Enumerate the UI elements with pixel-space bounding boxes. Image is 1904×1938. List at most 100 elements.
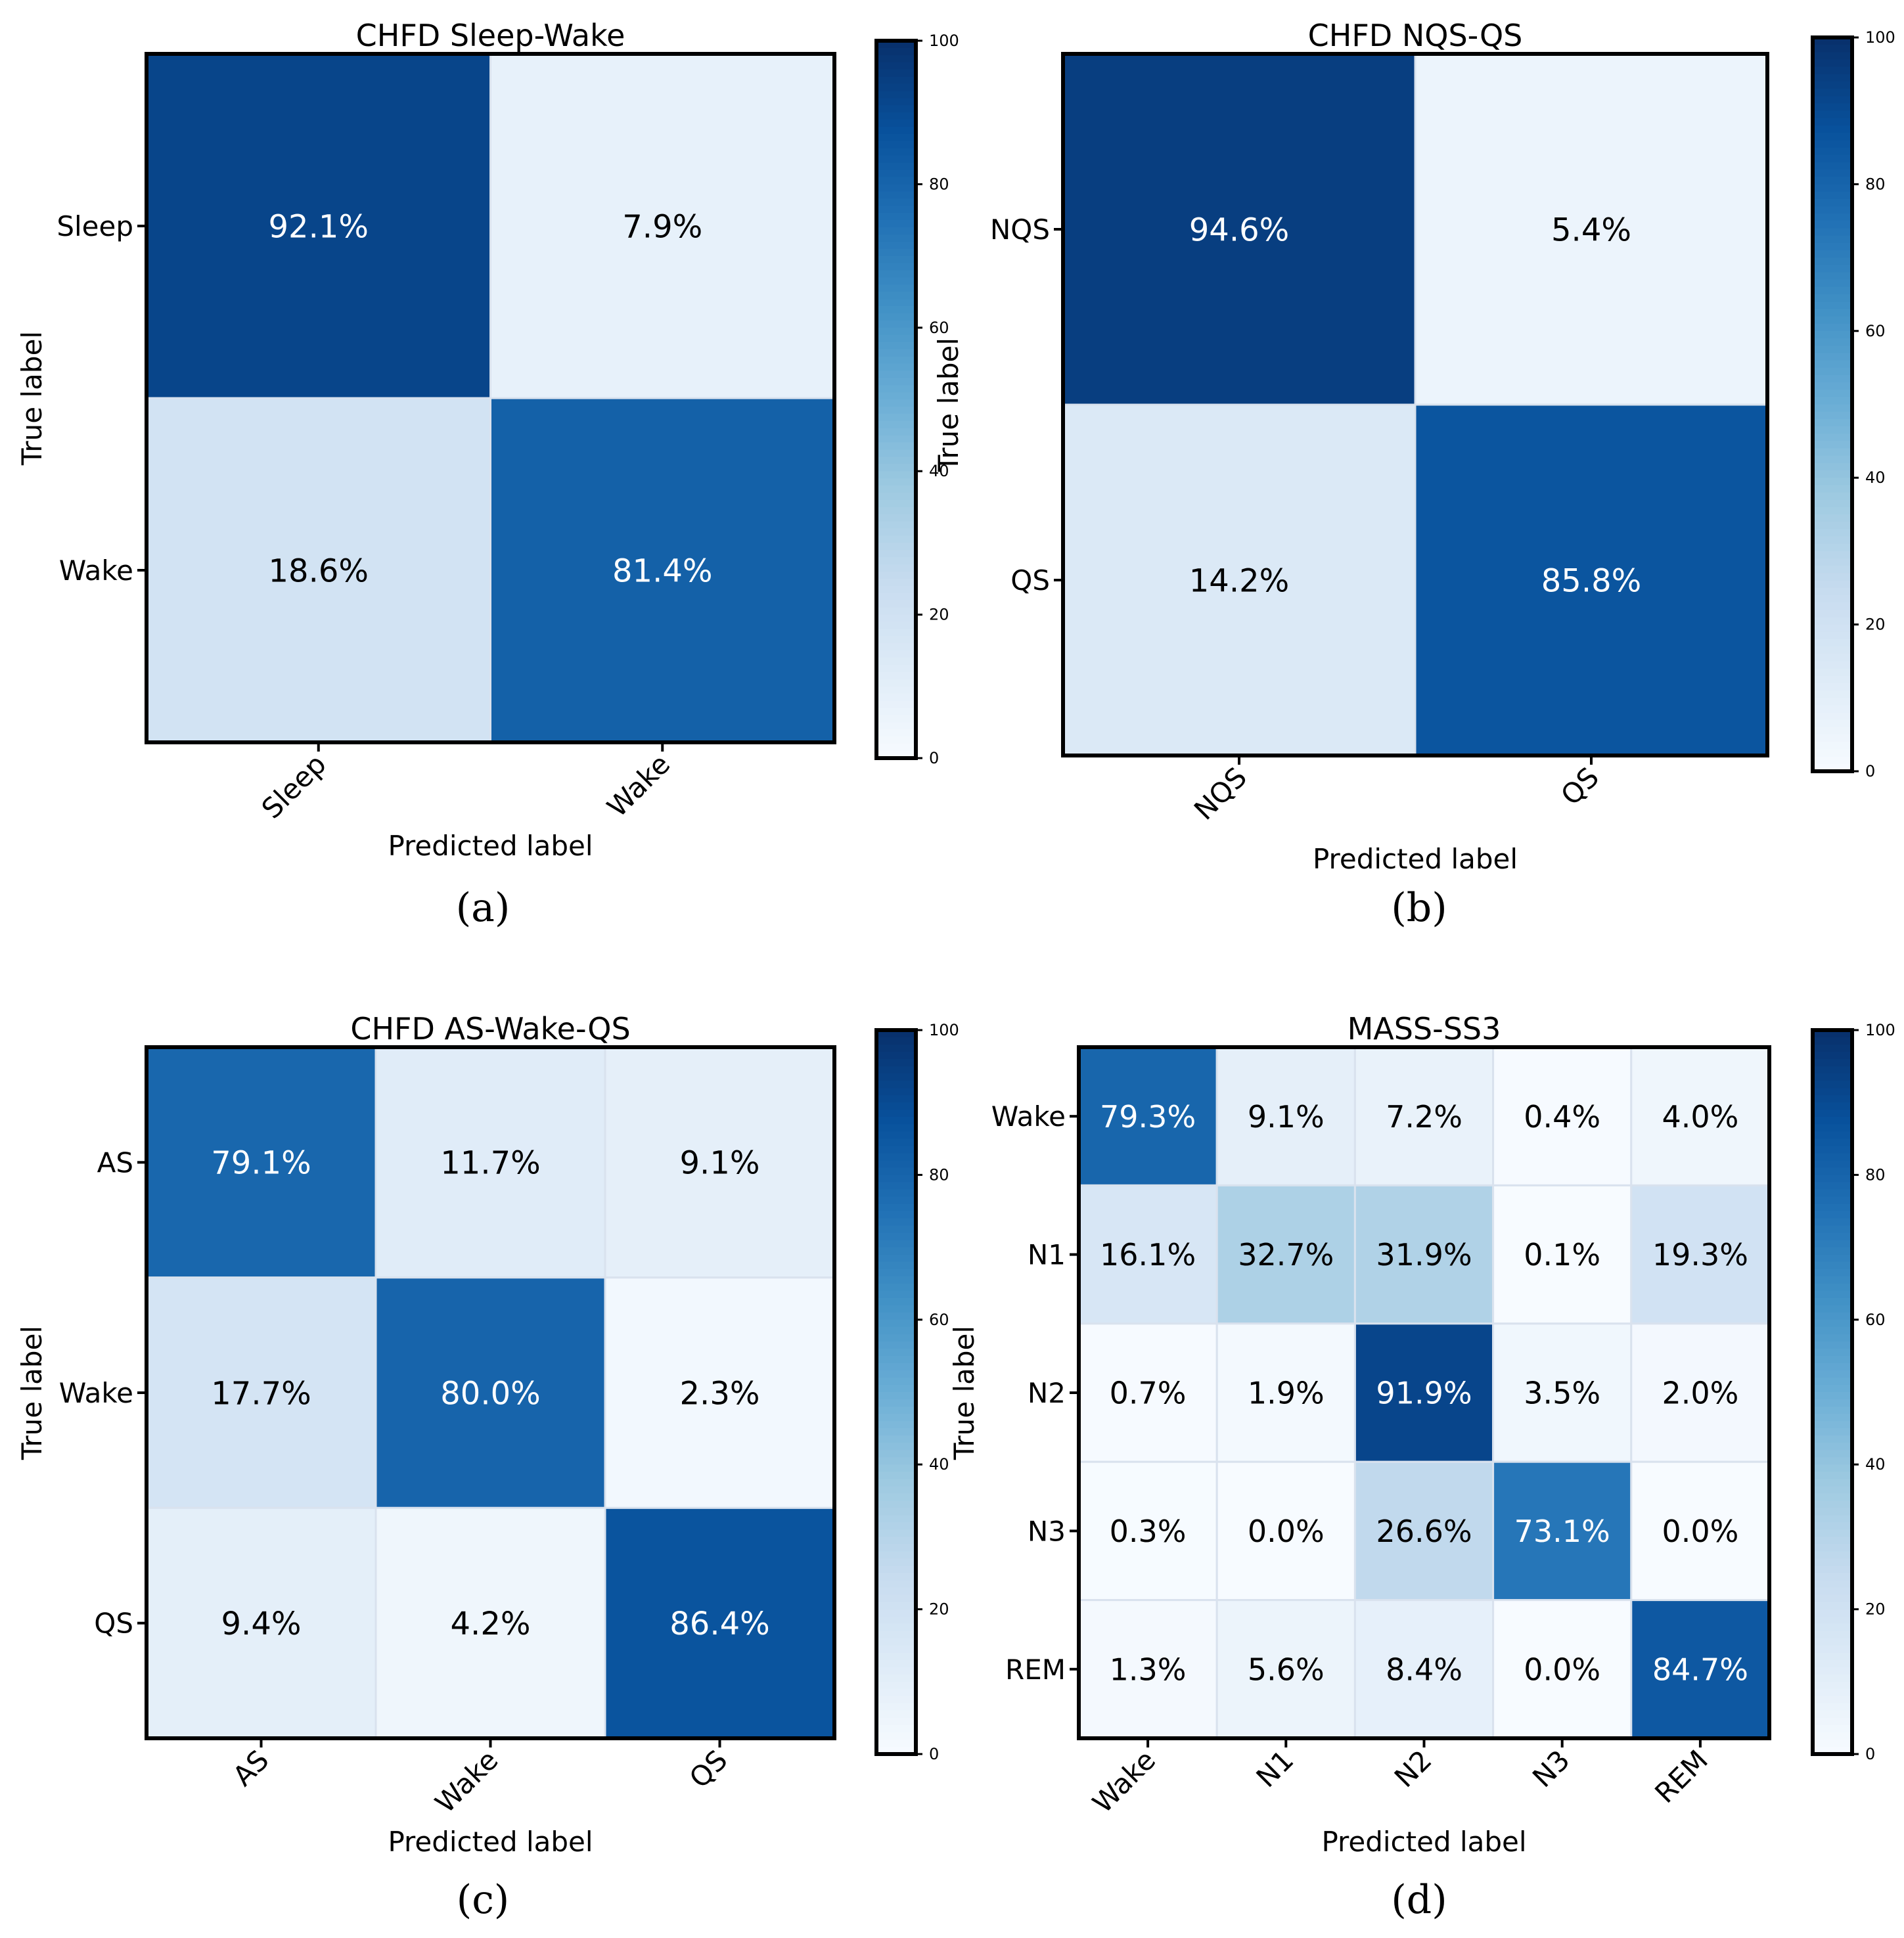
y-tick-label: N1 — [1028, 1239, 1066, 1271]
colorbar-segment — [876, 1211, 916, 1219]
colorbar-segment — [1813, 646, 1852, 655]
colorbar-segment — [876, 693, 916, 702]
colorbar-segment — [1813, 470, 1852, 478]
colorbar-segment — [876, 206, 916, 214]
subfigure-caption: (a) — [456, 885, 510, 931]
colorbar-segment — [1813, 1551, 1852, 1560]
colorbar-segment — [876, 91, 916, 99]
colorbar-segment — [876, 650, 916, 658]
confusion-matrix-panel-3: 79.1% 11.7% 9.1% 17.7% 80.0% 2.3% 9.4% 4.2% 86.4… — [16, 1011, 959, 1923]
y-tick-label: QS — [94, 1608, 133, 1640]
colorbar-segment — [876, 1479, 916, 1487]
colorbar-segment — [1813, 595, 1852, 603]
colorbar-segment — [1813, 1138, 1852, 1147]
colorbar-segment — [876, 1428, 916, 1436]
colorbar-segment — [876, 234, 916, 242]
colorbar-segment — [876, 1732, 916, 1740]
colorbar-segment — [1813, 397, 1852, 405]
heatmap-cell — [604, 1506, 836, 1740]
colorbar-segment — [876, 736, 916, 744]
colorbar-segment — [1813, 1240, 1852, 1248]
colorbar-segment — [876, 1045, 916, 1052]
heatmap-cell — [1062, 403, 1417, 757]
cell-value-label: 0.0% — [1524, 1652, 1600, 1687]
colorbar: 0 20 40 60 80 100 — [1811, 28, 1895, 780]
colorbar-segment — [1813, 1182, 1852, 1190]
colorbar-segment — [1813, 1247, 1852, 1255]
colorbar-segment — [1813, 382, 1852, 390]
y-axis-label: True label — [932, 338, 964, 472]
colorbar-segment — [1813, 1667, 1852, 1675]
colorbar-segment — [1813, 154, 1852, 163]
colorbar-segment — [876, 679, 916, 687]
colorbar-segment — [876, 1218, 916, 1227]
y-tick-label: Wake — [59, 554, 133, 587]
colorbar-segment — [876, 1066, 916, 1074]
colorbar-segment — [1813, 1384, 1852, 1393]
colorbar-segment — [876, 1326, 916, 1335]
colorbar-segment — [1813, 242, 1852, 251]
colorbar-segment — [1813, 683, 1852, 691]
colorbar-tick-label: 80 — [1865, 1165, 1886, 1184]
colorbar-segment — [1813, 698, 1852, 706]
colorbar-segment — [876, 1377, 916, 1386]
colorbar-segment — [1813, 294, 1852, 302]
colorbar-segment — [1813, 1500, 1852, 1509]
colorbar-segment — [1813, 45, 1852, 53]
colorbar-segment — [876, 514, 916, 522]
x-tick-label: Wake — [1086, 1744, 1162, 1819]
colorbar-segment — [876, 1305, 916, 1313]
colorbar-segment — [1813, 1117, 1852, 1125]
y-tick-label: REM — [1005, 1654, 1066, 1686]
colorbar-segment — [876, 528, 916, 537]
colorbar-segment — [876, 1073, 916, 1081]
colorbar-segment — [1813, 1232, 1852, 1241]
colorbar-segment — [876, 1240, 916, 1248]
y-tick-label: Wake — [59, 1377, 133, 1409]
colorbar-segment — [876, 41, 916, 49]
colorbar-segment — [876, 105, 916, 113]
x-axis-label: Predicted label — [1313, 843, 1518, 875]
heatmap-cell — [1353, 1599, 1495, 1740]
cell-value-label: 84.7% — [1652, 1652, 1748, 1687]
colorbar-segment — [876, 413, 916, 422]
colorbar-segment — [876, 284, 916, 292]
colorbar-frame — [874, 39, 918, 760]
colorbar-frame — [874, 1028, 918, 1756]
cell-value-label: 4.2% — [451, 1606, 531, 1642]
colorbar-segment — [876, 557, 916, 565]
cell-value-label: 4.0% — [1662, 1099, 1738, 1135]
colorbar-segment — [876, 241, 916, 250]
cell-value-label: 2.0% — [1662, 1376, 1738, 1411]
colorbar-segment — [1813, 742, 1852, 750]
colorbar-segment — [1813, 478, 1852, 486]
colorbar-segment — [1813, 727, 1852, 735]
colorbar-segment — [1813, 1088, 1852, 1096]
colorbar-segment — [1813, 228, 1852, 237]
colorbar-segment — [876, 1059, 916, 1067]
colorbar-segment — [1813, 1681, 1852, 1690]
colorbar-segment — [876, 1153, 916, 1161]
colorbar-segment — [1813, 1052, 1852, 1060]
x-axis-label: Predicted label — [388, 830, 593, 862]
colorbar-segment — [1813, 668, 1852, 677]
colorbar-segment — [1813, 360, 1852, 369]
colorbar-segment — [876, 1124, 916, 1133]
colorbar-segment — [1813, 1414, 1852, 1422]
colorbar-segment — [876, 715, 916, 723]
colorbar-segment — [1813, 1522, 1852, 1531]
colorbar-segment — [876, 334, 916, 343]
colorbar-segment — [876, 1443, 916, 1451]
colorbar-tick-label: 40 — [1865, 468, 1886, 487]
colorbar-segment — [876, 349, 916, 357]
colorbar-segment — [876, 1312, 916, 1320]
colorbar-segment — [876, 213, 916, 221]
y-axis-label: True label — [16, 1326, 48, 1460]
colorbar-segment — [876, 385, 916, 393]
heatmap-cell — [374, 1506, 606, 1740]
colorbar-segment — [876, 191, 916, 200]
heatmap-cell — [145, 1046, 377, 1279]
colorbar-segment — [876, 162, 916, 171]
colorbar-segment — [876, 1102, 916, 1111]
colorbar-segment — [1813, 66, 1852, 75]
